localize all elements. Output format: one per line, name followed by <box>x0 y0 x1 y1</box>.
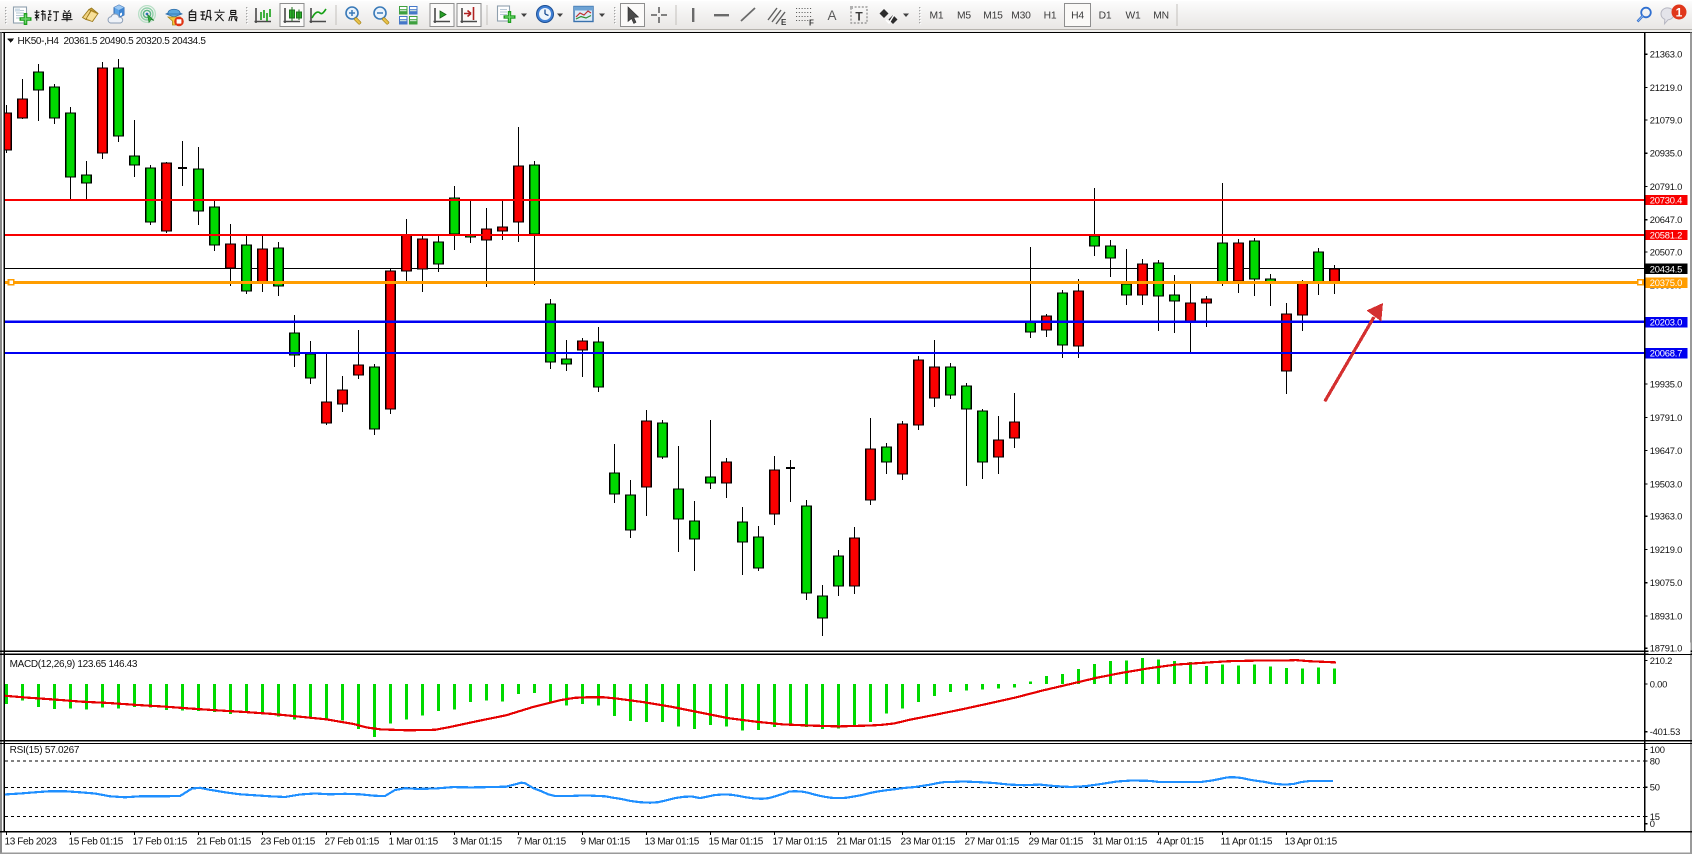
svg-text:11 Apr 01:15: 11 Apr 01:15 <box>1221 836 1273 847</box>
svg-text:20581.2: 20581.2 <box>1650 229 1683 240</box>
svg-text:20935.0: 20935.0 <box>1650 148 1683 159</box>
svg-text:18791.0: 18791.0 <box>1650 643 1683 654</box>
svg-text:21079.0: 21079.0 <box>1650 114 1683 125</box>
svg-text:7 Mar 01:15: 7 Mar 01:15 <box>517 836 567 847</box>
svg-text:4 Apr 01:15: 4 Apr 01:15 <box>1157 836 1205 847</box>
svg-text:15 Mar 01:15: 15 Mar 01:15 <box>709 836 764 847</box>
svg-text:17 Mar 01:15: 17 Mar 01:15 <box>773 836 828 847</box>
svg-text:19219.0: 19219.0 <box>1650 544 1683 555</box>
svg-text:1: 1 <box>1676 5 1683 19</box>
svg-text:H1: H1 <box>1044 11 1057 22</box>
svg-text:27 Mar 01:15: 27 Mar 01:15 <box>965 836 1020 847</box>
svg-text:20068.7: 20068.7 <box>1650 348 1683 359</box>
svg-text:A: A <box>827 8 836 23</box>
svg-text:19503.0: 19503.0 <box>1650 478 1683 489</box>
svg-text:MACD(12,26,9) 123.65 146.43: MACD(12,26,9) 123.65 146.43 <box>10 659 138 670</box>
svg-text:100: 100 <box>1650 744 1665 755</box>
svg-text:21 Mar 01:15: 21 Mar 01:15 <box>837 836 892 847</box>
svg-text:20203.0: 20203.0 <box>1650 317 1683 328</box>
svg-text:13 Feb 2023: 13 Feb 2023 <box>5 836 58 847</box>
svg-text:0: 0 <box>1650 818 1655 829</box>
svg-text:15 Feb 01:15: 15 Feb 01:15 <box>69 836 124 847</box>
svg-text:M1: M1 <box>930 11 944 22</box>
svg-text:20507.0: 20507.0 <box>1650 246 1683 257</box>
svg-text:19647.0: 19647.0 <box>1650 445 1683 456</box>
svg-text:21219.0: 21219.0 <box>1650 82 1683 93</box>
svg-text:21 Feb 01:15: 21 Feb 01:15 <box>197 836 252 847</box>
svg-text:19791.0: 19791.0 <box>1650 412 1683 423</box>
svg-text:20647.0: 20647.0 <box>1650 214 1683 225</box>
svg-text:18931.0: 18931.0 <box>1650 610 1683 621</box>
svg-text:80: 80 <box>1650 756 1660 767</box>
svg-text:F: F <box>809 19 814 28</box>
svg-text:H4: H4 <box>1071 11 1084 22</box>
svg-text:20375.0: 20375.0 <box>1650 277 1683 288</box>
svg-text:RSI(15) 57.0267: RSI(15) 57.0267 <box>10 745 80 756</box>
svg-text:D1: D1 <box>1099 11 1112 22</box>
svg-text:0.00: 0.00 <box>1650 678 1667 689</box>
svg-text:21363.0: 21363.0 <box>1650 49 1683 60</box>
svg-text:210.2: 210.2 <box>1650 655 1672 666</box>
svg-text:23 Feb 01:15: 23 Feb 01:15 <box>261 836 316 847</box>
svg-text:E: E <box>781 18 787 27</box>
svg-text:MN: MN <box>1153 11 1169 22</box>
svg-text:13 Mar 01:15: 13 Mar 01:15 <box>645 836 700 847</box>
svg-text:19935.0: 19935.0 <box>1650 379 1683 390</box>
svg-text:M30: M30 <box>1011 11 1031 22</box>
svg-text:17 Feb 01:15: 17 Feb 01:15 <box>133 836 188 847</box>
svg-text:W1: W1 <box>1125 11 1141 22</box>
svg-text:1 Mar 01:15: 1 Mar 01:15 <box>389 836 439 847</box>
svg-text:M15: M15 <box>983 11 1003 22</box>
svg-text:19075.0: 19075.0 <box>1650 577 1683 588</box>
svg-text:20730.4: 20730.4 <box>1650 194 1683 205</box>
svg-text:M5: M5 <box>957 11 971 22</box>
svg-text:19363.0: 19363.0 <box>1650 511 1683 522</box>
svg-text:-401.53: -401.53 <box>1650 726 1680 737</box>
svg-text:20791.0: 20791.0 <box>1650 181 1683 192</box>
svg-text:T: T <box>855 10 863 24</box>
svg-text:HK50-,H4 20361.5 20490.5 2032: HK50-,H4 20361.5 20490.5 20320.5 20434.5 <box>18 36 207 47</box>
svg-text:13 Apr 01:15: 13 Apr 01:15 <box>1285 836 1338 847</box>
svg-text:20434.5: 20434.5 <box>1650 263 1683 274</box>
svg-text:9 Mar 01:15: 9 Mar 01:15 <box>581 836 631 847</box>
svg-text:31 Mar 01:15: 31 Mar 01:15 <box>1093 836 1148 847</box>
svg-text:27 Feb 01:15: 27 Feb 01:15 <box>325 836 380 847</box>
svg-text:50: 50 <box>1650 782 1660 793</box>
svg-text:23 Mar 01:15: 23 Mar 01:15 <box>901 836 956 847</box>
svg-text:15: 15 <box>1650 811 1660 822</box>
svg-text:29 Mar 01:15: 29 Mar 01:15 <box>1029 836 1084 847</box>
svg-text:3 Mar 01:15: 3 Mar 01:15 <box>453 836 503 847</box>
